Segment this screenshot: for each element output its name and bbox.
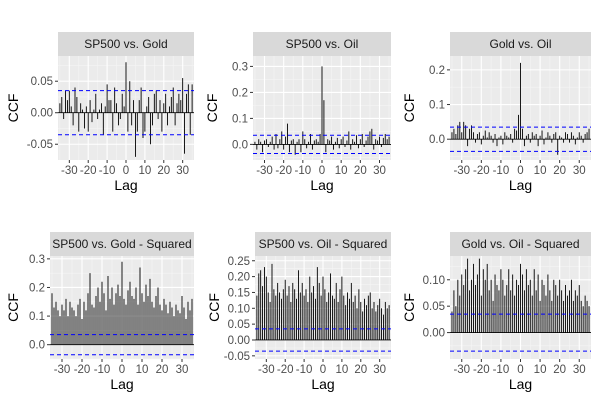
y-tick-label: 0.15 xyxy=(228,287,250,299)
x-axis-title: Lag xyxy=(509,376,532,392)
x-tick-label: -10 xyxy=(295,165,312,177)
x-tick-label: 30 xyxy=(573,165,586,177)
ccf-panel: Gold vs. Oil 0.0 0.1 0.2 -30 -20 -10 0 10 20 30 Lag… xyxy=(401,32,591,193)
x-tick-label: 0 xyxy=(320,364,326,376)
y-tick-label: 0.05 xyxy=(228,319,250,331)
x-tick-label: 20 xyxy=(553,364,566,376)
y-tick-label: 0.3 xyxy=(29,254,45,266)
x-tick-label: -10 xyxy=(493,165,510,177)
x-tick-label: 30 xyxy=(176,364,189,376)
y-tick-label: 0.05 xyxy=(31,76,53,88)
x-tick-label: -20 xyxy=(473,165,490,177)
y-tick-label: 0.2 xyxy=(232,87,248,99)
x-tick-label: 0 xyxy=(319,165,325,177)
x-tick-label: -20 xyxy=(277,364,294,376)
y-tick-label: 0.1 xyxy=(232,113,248,125)
x-axis-title: Lag xyxy=(509,177,532,193)
y-axis-title: CCF xyxy=(401,293,417,322)
y-tick-label: 0.20 xyxy=(228,272,250,284)
y-tick-label: 0.00 xyxy=(423,328,445,340)
y-tick-label: -0.05 xyxy=(27,139,53,151)
x-tick-label: 10 xyxy=(138,165,151,177)
x-tick-label: 0 xyxy=(517,165,523,177)
x-tick-label: -20 xyxy=(275,165,292,177)
x-tick-label: 20 xyxy=(354,364,367,376)
x-tick-label: -10 xyxy=(99,165,116,177)
x-tick-label: -30 xyxy=(258,364,275,376)
x-tick-label: 10 xyxy=(335,165,348,177)
x-tick-label: 10 xyxy=(534,165,547,177)
y-tick-label: 0.2 xyxy=(29,282,45,294)
x-tick-label: 0 xyxy=(123,165,129,177)
y-tick-label: 0.10 xyxy=(228,303,250,315)
y-tick-label: 0.10 xyxy=(423,275,445,287)
ccf-panel: SP500 vs. Gold -0.05 0.00 0.05 -30 -20 -10 0 10 2… xyxy=(5,32,194,193)
y-axis-title: CCF xyxy=(5,293,21,322)
panel-strip xyxy=(255,232,391,256)
y-tick-label: 0.00 xyxy=(31,108,53,120)
x-tick-label: 10 xyxy=(335,364,348,376)
panel-title: SP500 vs. Oil xyxy=(286,37,359,51)
x-tick-label: 20 xyxy=(157,165,170,177)
panel-title: SP500 vs. Gold xyxy=(84,37,167,51)
x-axis-title: Lag xyxy=(310,177,333,193)
x-tick-label: 30 xyxy=(176,165,189,177)
x-tick-label: -10 xyxy=(296,364,313,376)
x-axis-title: Lag xyxy=(114,177,137,193)
y-tick-label: 0.0 xyxy=(232,139,248,151)
panel-strip xyxy=(253,32,391,56)
x-tick-label: -30 xyxy=(256,165,273,177)
y-tick-label: 0.05 xyxy=(423,301,445,313)
x-tick-label: 20 xyxy=(553,165,566,177)
y-tick-label: -0.05 xyxy=(224,351,250,363)
x-tick-label: -30 xyxy=(453,364,470,376)
ccf-panel: SP500 vs. Oil 0.0 0.1 0.2 0.3 -30 -20 -10 0 10 20 3… xyxy=(204,32,391,193)
x-tick-label: -20 xyxy=(80,165,97,177)
x-tick-label: 30 xyxy=(573,364,586,376)
y-tick-label: 0.3 xyxy=(232,61,248,73)
panel-strip xyxy=(58,32,194,56)
ccf-panel: SP500 vs. Oil - Squared -0.05 0.00 0.05 0.10… xyxy=(206,232,391,392)
x-tick-label: -10 xyxy=(94,364,111,376)
x-tick-label: -10 xyxy=(493,364,510,376)
x-tick-label: 10 xyxy=(534,364,547,376)
x-tick-label: 30 xyxy=(373,364,386,376)
x-tick-label: 0 xyxy=(517,364,523,376)
x-tick-label: 20 xyxy=(354,165,367,177)
panel-title: Gold vs. Oil xyxy=(489,37,551,51)
y-tick-label: 0.0 xyxy=(429,134,445,146)
y-axis-title: CCF xyxy=(206,293,222,322)
y-tick-label: 0.00 xyxy=(228,335,250,347)
x-tick-label: -30 xyxy=(453,165,470,177)
x-tick-label: 0 xyxy=(119,364,125,376)
panel-strip xyxy=(450,232,591,256)
y-tick-label: 0.2 xyxy=(429,65,445,77)
panel-strip xyxy=(450,32,591,56)
y-tick-label: 0.1 xyxy=(429,100,445,112)
ccf-panel: SP500 vs. Gold - Squared0.00.10.20.3-30-… xyxy=(5,232,194,392)
x-tick-label: -30 xyxy=(54,364,71,376)
x-tick-label: -20 xyxy=(473,364,490,376)
panel-title: Gold vs. Oil - Squared xyxy=(461,237,579,251)
panel-strip xyxy=(50,232,194,256)
x-tick-label: -20 xyxy=(74,364,91,376)
panel-title: SP500 vs. Gold - Squared xyxy=(52,237,191,251)
panel-title: SP500 vs. Oil - Squared xyxy=(259,237,388,251)
y-tick-label: 0.0 xyxy=(29,340,45,352)
y-axis-title: CCF xyxy=(5,94,21,123)
y-axis-title: CCF xyxy=(204,94,220,123)
x-tick-label: 20 xyxy=(156,364,169,376)
x-tick-label: 30 xyxy=(373,165,386,177)
x-tick-label: 10 xyxy=(136,364,149,376)
y-tick-label: 0.1 xyxy=(29,311,45,323)
x-axis-title: Lag xyxy=(110,376,133,392)
ccf-panel: Gold vs. Oil - Squared 0.00 0.05 0.10 -30 -20… xyxy=(401,232,591,392)
y-tick-label: 0.25 xyxy=(228,256,250,268)
x-axis-title: Lag xyxy=(311,376,334,392)
y-axis-title: CCF xyxy=(401,94,417,123)
x-tick-label: -30 xyxy=(61,165,78,177)
